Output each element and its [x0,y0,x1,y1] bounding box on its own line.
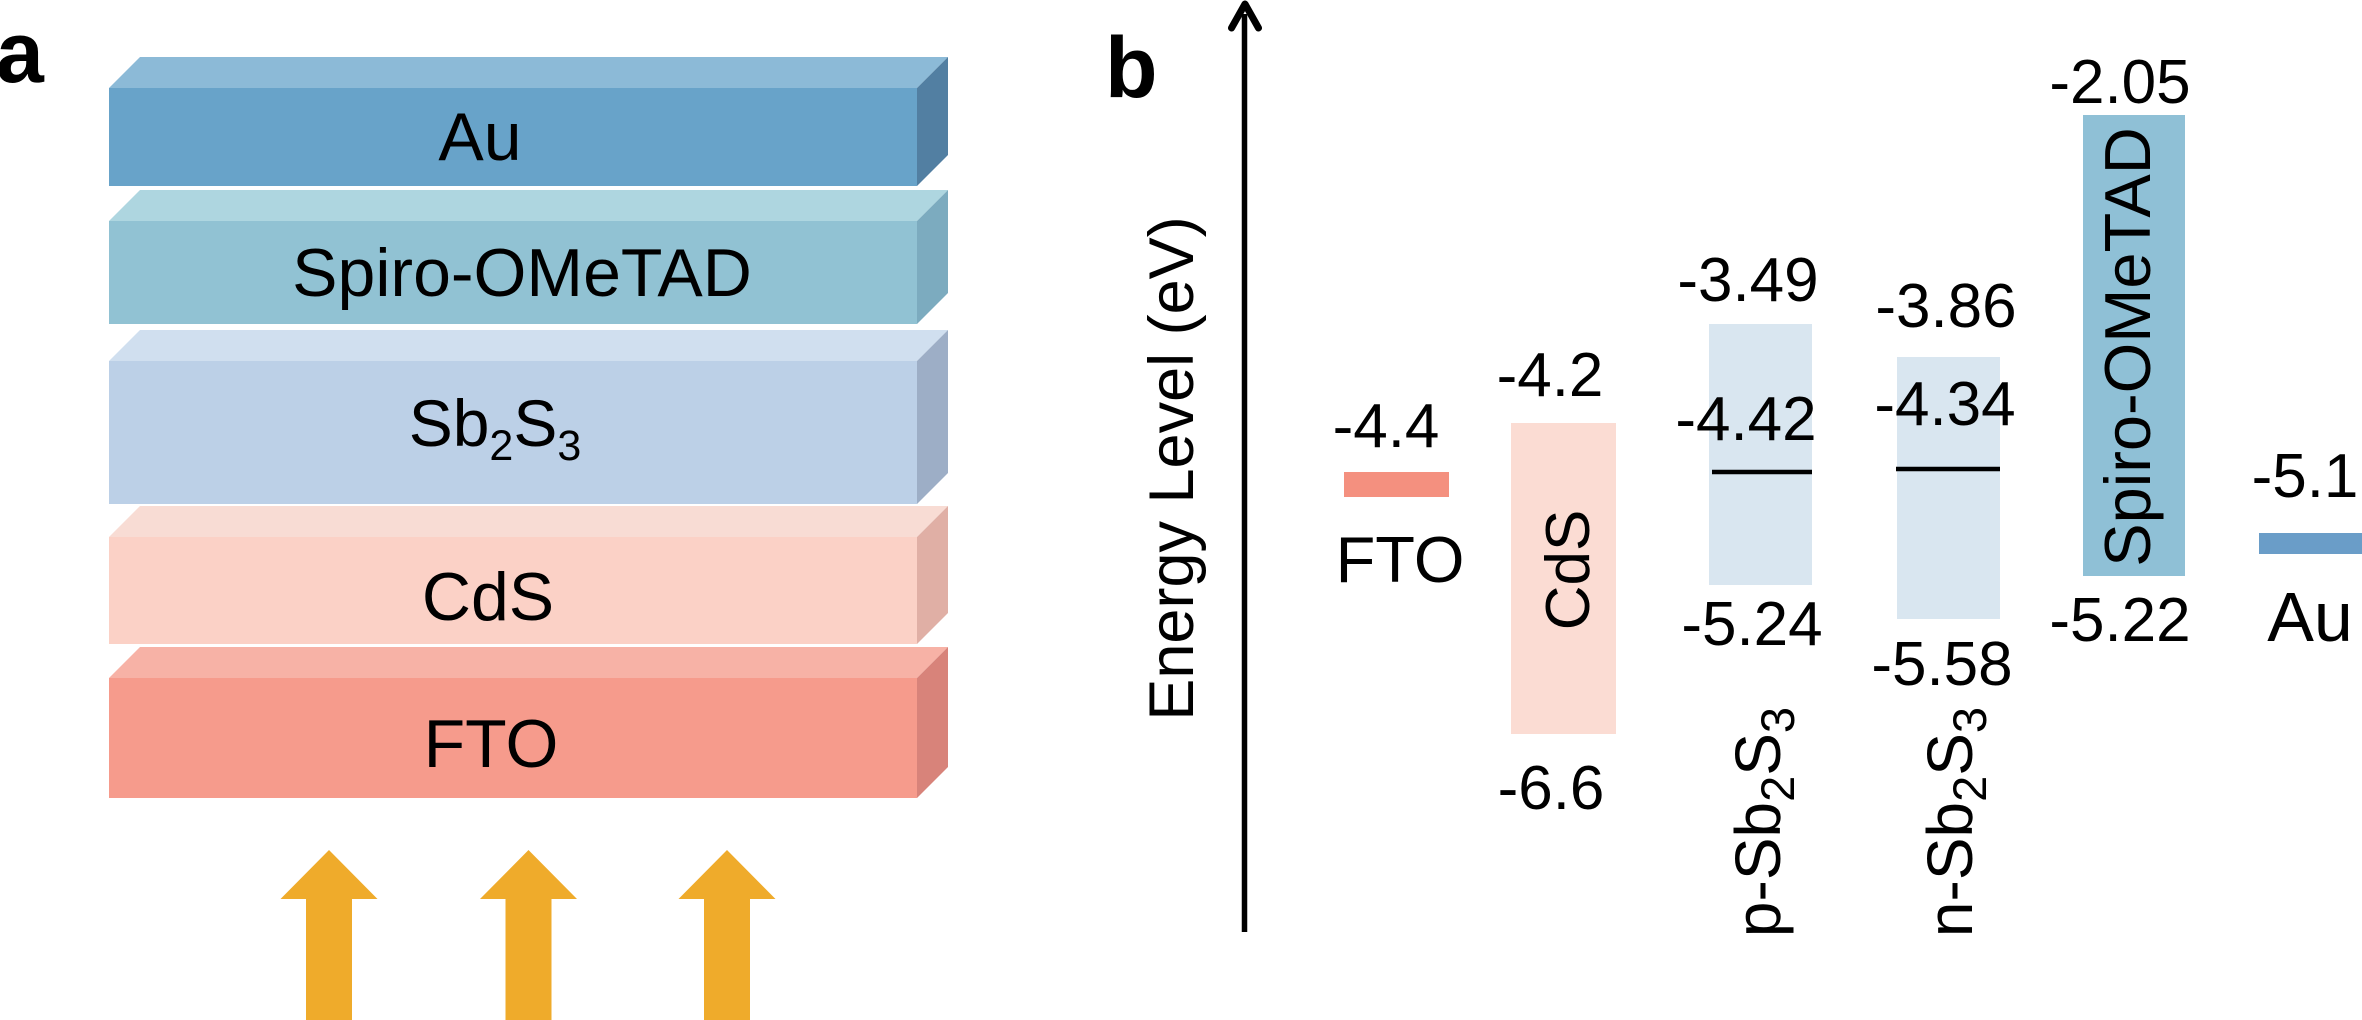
svg-text:p-Sb2S3: p-Sb2S3 [1722,707,1804,937]
svg-text:-5.1: -5.1 [2252,442,2359,511]
svg-text:Energy Level (eV): Energy Level (eV) [1137,216,1207,720]
svg-text:-4.2: -4.2 [1497,341,1604,410]
svg-text:-5.22: -5.22 [2049,586,2190,655]
svg-text:-4.42: -4.42 [1675,385,1816,454]
svg-text:CdS: CdS [1534,510,1603,631]
svg-text:-3.49: -3.49 [1677,246,1818,315]
svg-text:Spiro-OMeTAD: Spiro-OMeTAD [292,235,752,311]
svg-text:Spiro-OMeTAD: Spiro-OMeTAD [2091,127,2164,566]
svg-text:-3.86: -3.86 [1875,272,2016,341]
svg-text:FTO: FTO [424,706,559,782]
svg-text:-5.24: -5.24 [1681,590,1822,659]
svg-text:n-Sb2S3: n-Sb2S3 [1914,707,1996,937]
svg-text:Au: Au [2267,578,2353,656]
svg-text:-4.4: -4.4 [1333,392,1440,461]
svg-text:b: b [1105,20,1158,116]
svg-text:CdS: CdS [422,559,554,635]
svg-text:Au: Au [438,99,521,175]
svg-text:-6.6: -6.6 [1498,754,1605,823]
svg-text:-2.05: -2.05 [2049,48,2190,117]
svg-text:-4.34: -4.34 [1874,370,2015,439]
svg-text:FTO: FTO [1336,523,1465,596]
svg-text:Sb2S3: Sb2S3 [409,386,582,470]
svg-text:a: a [0,5,45,101]
svg-text:-5.58: -5.58 [1871,630,2012,699]
